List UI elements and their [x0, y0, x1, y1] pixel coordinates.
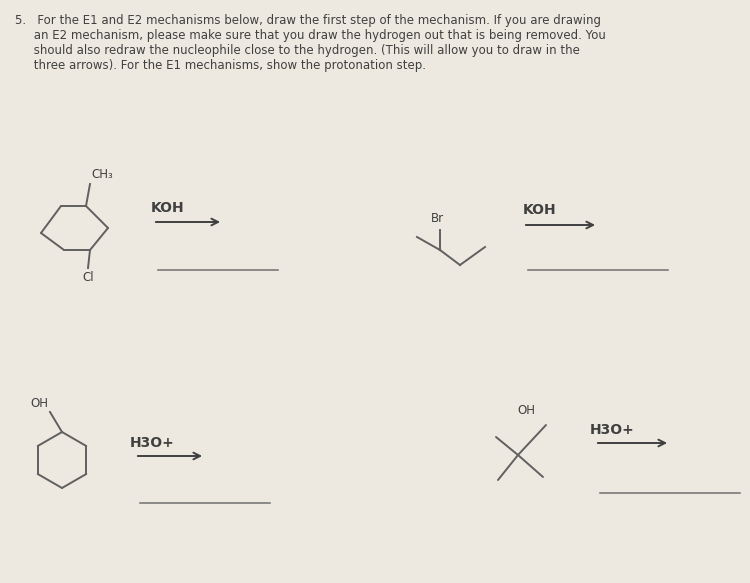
- Text: three arrows). For the E1 mechanisms, show the protonation step.: three arrows). For the E1 mechanisms, sh…: [15, 59, 426, 72]
- Text: H3O+: H3O+: [130, 436, 174, 450]
- Text: OH: OH: [517, 404, 535, 417]
- Text: KOH: KOH: [152, 201, 184, 215]
- Text: CH₃: CH₃: [91, 168, 112, 181]
- Text: KOH: KOH: [524, 203, 556, 217]
- Text: Cl: Cl: [82, 271, 94, 284]
- Text: Br: Br: [430, 212, 443, 225]
- Text: 5.   For the E1 and E2 mechanisms below, draw the first step of the mechanism. I: 5. For the E1 and E2 mechanisms below, d…: [15, 14, 601, 27]
- Text: an E2 mechanism, please make sure that you draw the hydrogen out that is being r: an E2 mechanism, please make sure that y…: [15, 29, 606, 42]
- Text: H3O+: H3O+: [590, 423, 634, 437]
- Text: OH: OH: [30, 397, 48, 410]
- Text: should also redraw the nucleophile close to the hydrogen. (This will allow you t: should also redraw the nucleophile close…: [15, 44, 580, 57]
